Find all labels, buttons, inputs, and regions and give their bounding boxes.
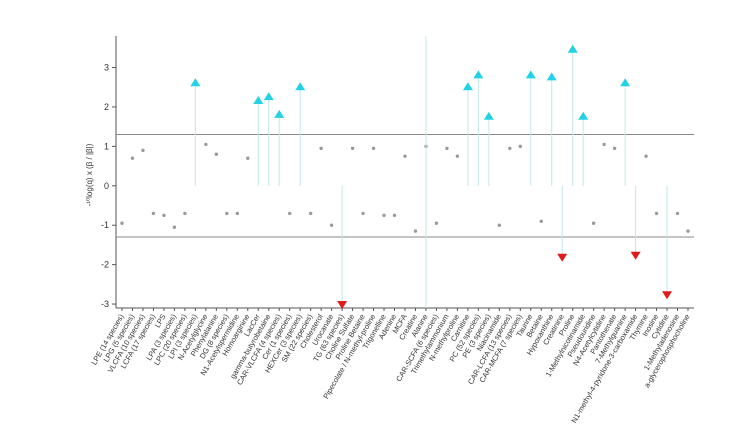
nonsignificant-point: [654, 211, 659, 216]
upregulated-marker: [295, 82, 306, 91]
downregulated-marker: [630, 251, 641, 260]
upregulated-marker: [253, 96, 264, 105]
y-tick-label: -2: [101, 260, 109, 270]
upregulated-marker: [546, 72, 557, 81]
nonsignificant-point: [602, 142, 606, 147]
nonsignificant-point: [225, 211, 229, 216]
nonsignificant-point: [141, 148, 145, 153]
nonsignificant-point: [455, 154, 460, 158]
nonsignificant-point: [434, 221, 439, 225]
nonsignificant-point: [392, 213, 397, 218]
nonsignificant-point: [214, 152, 219, 156]
upregulated-marker: [190, 78, 201, 87]
nonsignificant-point: [591, 221, 596, 225]
nonsignificant-point: [445, 146, 449, 151]
y-tick-label: 3: [104, 63, 109, 73]
upregulated-marker: [578, 111, 589, 120]
upregulated-marker: [274, 109, 285, 118]
upregulated-marker: [483, 111, 494, 120]
nonsignificant-point: [350, 146, 355, 151]
upregulated-marker: [525, 70, 536, 79]
downregulated-marker: [557, 253, 568, 262]
y-tick-label: -1: [101, 220, 109, 230]
upregulated-marker: [462, 82, 473, 91]
nonsignificant-point: [497, 223, 502, 227]
nonsignificant-point: [130, 156, 135, 160]
nonsignificant-point: [172, 225, 177, 229]
nonsignificant-point: [319, 146, 323, 151]
nonsignificant-point: [204, 142, 208, 147]
nonsignificant-point: [539, 219, 543, 223]
downregulated-marker: [337, 301, 348, 310]
upregulated-marker: [567, 44, 578, 53]
nonsignificant-point: [235, 211, 239, 216]
nonsignificant-point: [686, 229, 690, 233]
nonsignificant-point: [612, 146, 617, 151]
nonsignificant-point: [308, 211, 313, 216]
nonsignificant-point: [675, 211, 680, 216]
nonsignificant-point: [183, 211, 187, 216]
nonsignificant-point: [403, 154, 407, 158]
nonsignificant-point: [246, 156, 250, 160]
upregulated-marker: [473, 70, 484, 79]
nonsignificant-point: [518, 144, 522, 149]
nonsignificant-point: [361, 211, 365, 216]
nonsignificant-point: [371, 146, 376, 151]
nonsignificant-point: [288, 211, 292, 216]
upregulated-marker: [620, 78, 631, 87]
y-axis-label: -¹⁰log(q) x (β / |β|): [85, 143, 94, 206]
nonsignificant-point: [151, 211, 156, 216]
y-tick-label: 1: [104, 141, 109, 151]
nonsignificant-point: [329, 223, 334, 227]
upregulated-marker: [263, 92, 274, 101]
nonsignificant-point: [508, 146, 512, 151]
nonsignificant-point: [162, 213, 166, 218]
y-tick-label: -3: [101, 299, 109, 309]
downregulated-marker: [662, 291, 673, 300]
nonsignificant-point: [644, 154, 648, 158]
y-tick-label: 0: [104, 181, 109, 191]
nonsignificant-point: [382, 213, 386, 218]
nonsignificant-point: [413, 229, 418, 233]
nonsignificant-point: [120, 221, 124, 225]
y-tick-label: 2: [104, 102, 109, 112]
